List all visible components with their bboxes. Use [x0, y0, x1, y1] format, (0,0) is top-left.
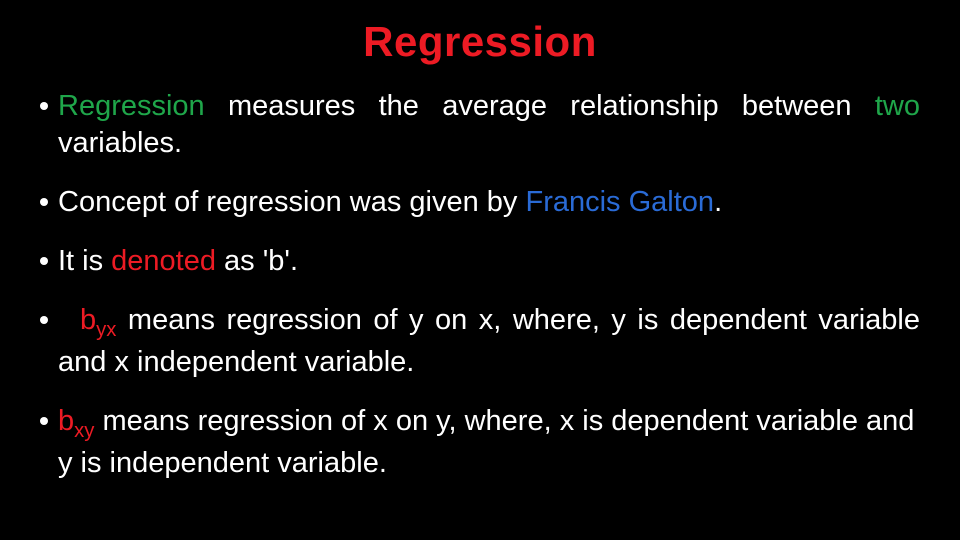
text-span: variables. [58, 127, 182, 159]
bullet-5-text: bxy means regression of x on y, where, x… [58, 403, 920, 482]
text-span: Concept of regression was given by [58, 186, 525, 218]
bullet-2-text: Concept of regression was given by Franc… [58, 184, 920, 221]
text-span: measures the average relationship betwee… [205, 90, 875, 122]
bullet-3-text: It is denoted as 'b'. [58, 243, 920, 280]
bullet-4: byx means regression of y on x, where, y… [40, 302, 920, 381]
bullet-4-text: byx means regression of y on x, where, y… [58, 302, 920, 381]
bullet-5: bxy means regression of x on y, where, x… [40, 403, 920, 482]
text-span: as 'b'. [216, 245, 298, 277]
text-span: means regression of x on y, where, x is … [58, 405, 914, 479]
slide: Regression Regression measures the avera… [0, 0, 960, 540]
bullet-1-text: Regression measures the average relation… [58, 88, 920, 162]
b-notation: byx [80, 304, 116, 336]
slide-title: Regression [40, 18, 920, 66]
text-span: . [714, 186, 722, 218]
subscript: xy [74, 420, 94, 442]
text-span: two [875, 90, 920, 122]
b-notation: bxy [58, 405, 94, 437]
text-span: denoted [111, 245, 216, 277]
bullet-dot-icon [40, 198, 48, 206]
bullet-1: Regression measures the average relation… [40, 88, 920, 162]
subscript: yx [96, 319, 116, 341]
bullet-dot-icon [40, 102, 48, 110]
text-span: It is [58, 245, 111, 277]
bullet-dot-icon [40, 316, 48, 324]
text-span: b [58, 405, 74, 437]
text-span: means regression of y on x, where, y is … [58, 304, 920, 378]
text-span: Francis Galton [525, 186, 714, 218]
bullet-3: It is denoted as 'b'. [40, 243, 920, 280]
text-span: b [80, 304, 96, 336]
bullet-dot-icon [40, 257, 48, 265]
bullet-2: Concept of regression was given by Franc… [40, 184, 920, 221]
text-span: Regression [58, 90, 205, 122]
bullet-dot-icon [40, 417, 48, 425]
